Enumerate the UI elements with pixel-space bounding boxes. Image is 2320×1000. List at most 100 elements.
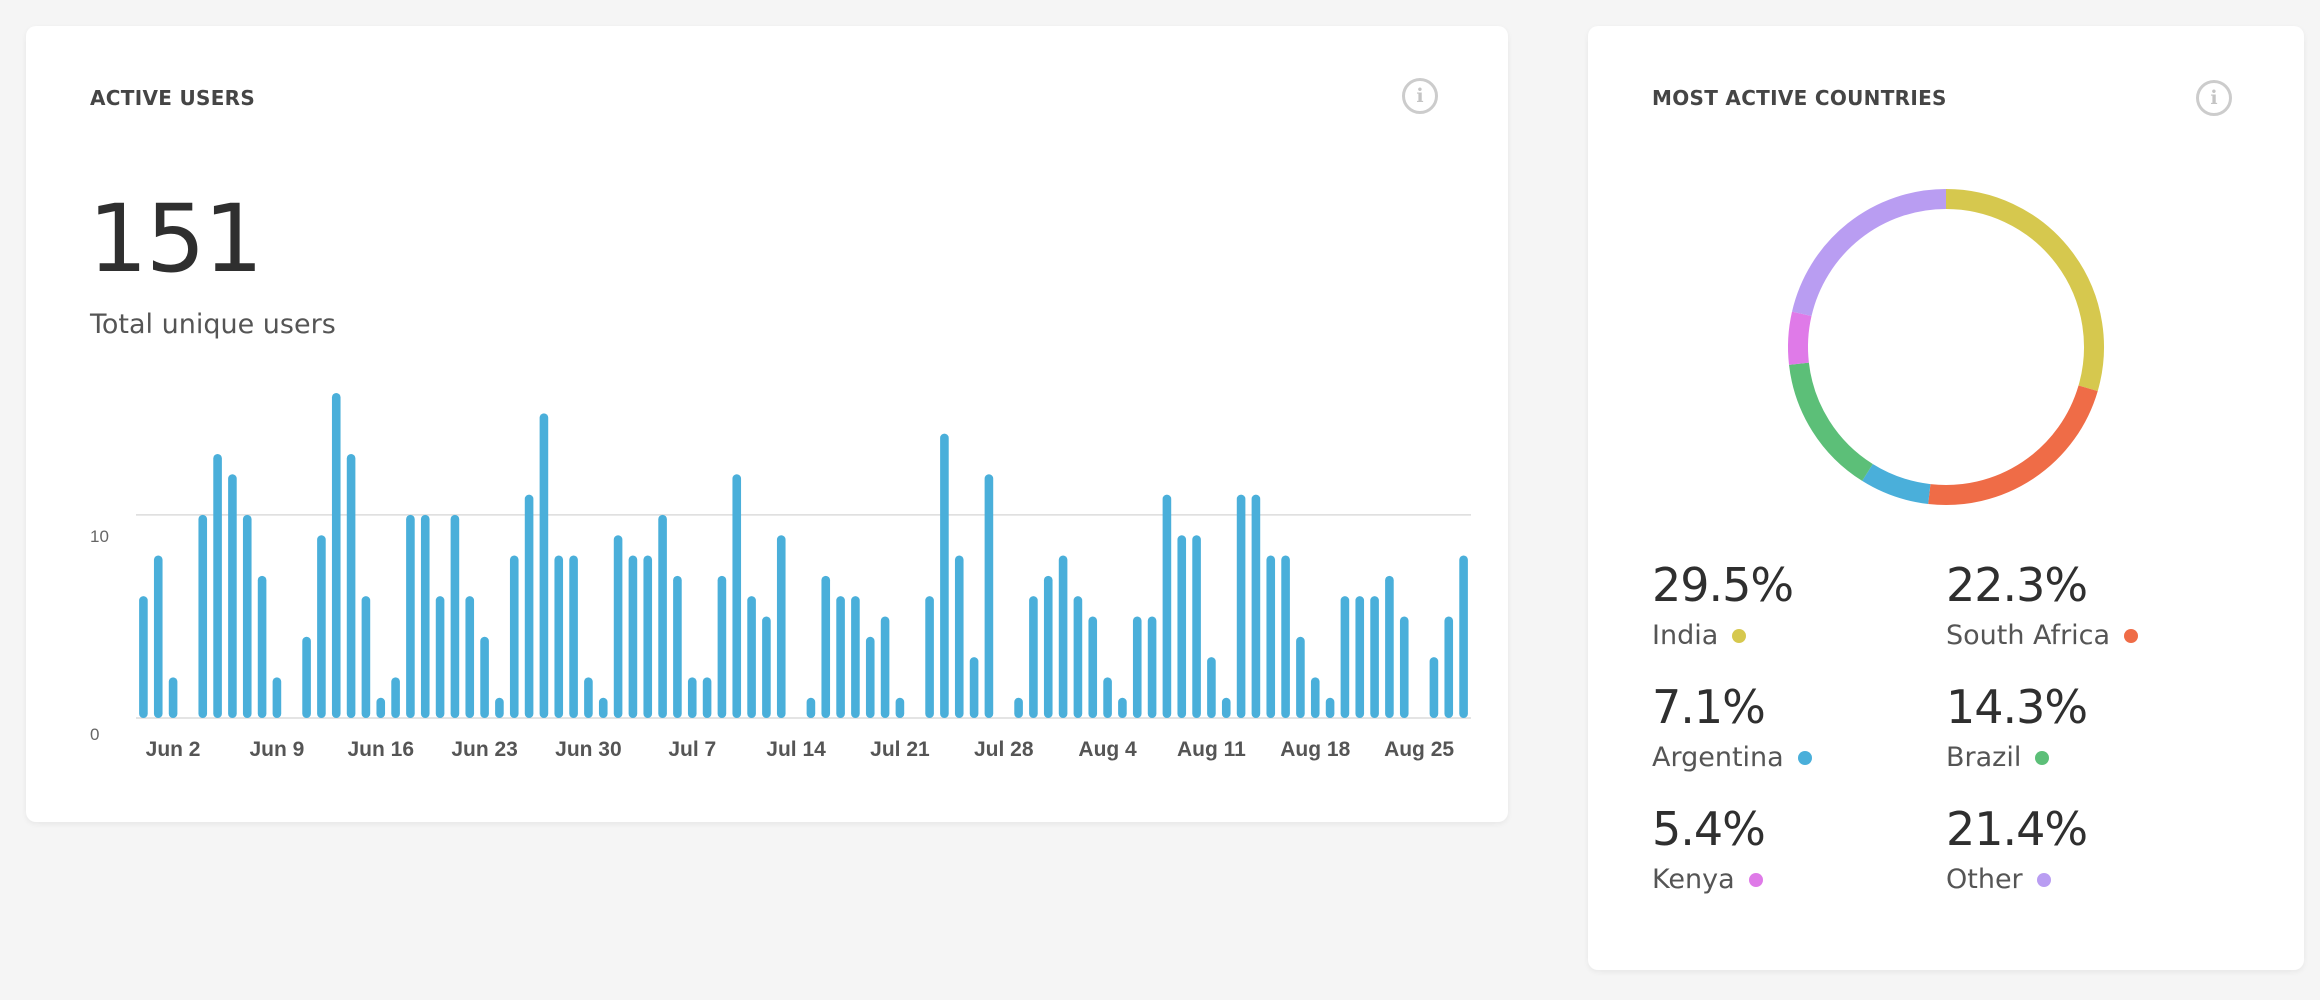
bar bbox=[1192, 535, 1201, 718]
bar bbox=[317, 535, 326, 718]
legend-item-argentina: 7.1% Argentina bbox=[1652, 684, 1812, 773]
bar bbox=[1325, 697, 1335, 718]
x-tick-label: Jul 14 bbox=[766, 738, 826, 761]
legend-dot bbox=[1732, 628, 1747, 643]
donut-slice-kenya bbox=[1788, 311, 1812, 365]
bar bbox=[895, 697, 905, 718]
legend-dot bbox=[2035, 750, 2050, 765]
x-tick-label: Aug 4 bbox=[1078, 738, 1137, 761]
bar bbox=[480, 636, 489, 718]
legend-dot bbox=[2036, 872, 2051, 887]
y-tick-label: 10 bbox=[90, 527, 109, 546]
bar bbox=[1221, 697, 1231, 718]
bar bbox=[984, 474, 994, 718]
bar bbox=[554, 555, 564, 718]
bar bbox=[361, 596, 371, 718]
bar bbox=[658, 514, 667, 718]
bar bbox=[1162, 494, 1172, 718]
bar bbox=[1014, 697, 1023, 718]
bar bbox=[272, 677, 282, 718]
bar bbox=[747, 596, 756, 718]
bar bbox=[420, 514, 430, 718]
bar bbox=[613, 535, 623, 718]
bar bbox=[1236, 494, 1246, 718]
bar bbox=[1251, 494, 1261, 718]
bar bbox=[806, 697, 816, 718]
bar bbox=[1058, 555, 1068, 718]
active-users-bar-chart: 0 10 Jun 2 Jun 9 Jun 16 Jun 23 Jun 30 Jul 7 Jul … bbox=[90, 393, 1471, 761]
x-tick-label: Jul 28 bbox=[974, 738, 1034, 761]
bar bbox=[1385, 575, 1394, 718]
countries-title: MOST ACTIVE COUNTRIES bbox=[1652, 86, 1947, 110]
bar bbox=[1043, 575, 1053, 718]
bar bbox=[702, 677, 712, 718]
bar bbox=[628, 555, 638, 718]
x-tick-label: Aug 25 bbox=[1384, 738, 1454, 761]
active-users-title: ACTIVE USERS bbox=[90, 86, 256, 110]
legend-item-india: 29.5% India bbox=[1652, 558, 1794, 651]
bar bbox=[1266, 555, 1276, 718]
legend-item-kenya: 5.4% Kenya bbox=[1652, 802, 1766, 895]
bar bbox=[1088, 616, 1098, 718]
legend-label: Brazil bbox=[1946, 742, 2022, 773]
legend-dot bbox=[2124, 628, 2139, 643]
bar bbox=[346, 453, 356, 718]
bar bbox=[1340, 596, 1350, 718]
legend-percentage: 29.5% bbox=[1652, 558, 1794, 612]
bar bbox=[954, 555, 964, 718]
info-icon[interactable]: i bbox=[2196, 80, 2232, 116]
legend-label: Kenya bbox=[1652, 864, 1735, 895]
total-users-label: Total unique users bbox=[90, 309, 336, 340]
info-icon[interactable]: i bbox=[1402, 78, 1438, 114]
bar bbox=[584, 677, 593, 718]
legend-percentage: 5.4% bbox=[1652, 802, 1766, 856]
legend-label: Argentina bbox=[1652, 742, 1784, 773]
bar bbox=[569, 555, 578, 718]
bar bbox=[1399, 616, 1409, 718]
countries-card: MOST ACTIVE COUNTRIES i 29.5% India 22.3… bbox=[1588, 26, 2304, 970]
x-tick-label: Jun 9 bbox=[249, 738, 304, 761]
legend-percentage: 21.4% bbox=[1946, 802, 2088, 856]
bar bbox=[1177, 535, 1187, 718]
bar bbox=[1310, 677, 1320, 718]
bar bbox=[851, 596, 860, 718]
legend-percentage: 14.3% bbox=[1946, 680, 2088, 734]
bar bbox=[495, 697, 504, 718]
bar bbox=[598, 697, 608, 718]
bar bbox=[1444, 616, 1454, 718]
bar bbox=[153, 555, 163, 718]
legend-item-south-africa: 22.3% South Africa bbox=[1946, 562, 2139, 651]
x-tick-label: Jul 7 bbox=[668, 738, 716, 761]
bar bbox=[717, 575, 727, 718]
bar bbox=[1281, 555, 1290, 718]
bar bbox=[1429, 657, 1439, 718]
bar bbox=[1459, 555, 1468, 718]
bar bbox=[1118, 697, 1127, 718]
bar bbox=[302, 636, 311, 718]
countries-donut-chart bbox=[1788, 189, 2104, 505]
bar bbox=[1029, 596, 1038, 718]
donut-slice-south-africa bbox=[1928, 385, 2098, 505]
x-tick-label: Aug 11 bbox=[1177, 738, 1246, 761]
bar bbox=[465, 596, 475, 718]
bar bbox=[450, 514, 460, 718]
bar bbox=[1132, 616, 1142, 718]
bar bbox=[168, 677, 178, 718]
bar bbox=[1103, 677, 1112, 718]
x-tick-label: Jun 30 bbox=[555, 738, 622, 761]
active-users-card: ACTIVE USERS i 151 Total unique users 0 1… bbox=[26, 26, 1508, 822]
y-tick-label: 0 bbox=[90, 725, 99, 744]
bar bbox=[836, 596, 845, 718]
bar bbox=[776, 535, 786, 718]
bar bbox=[969, 657, 979, 718]
bar bbox=[139, 596, 148, 718]
bar bbox=[257, 575, 267, 718]
bar bbox=[1355, 596, 1365, 718]
bar bbox=[762, 616, 771, 718]
bar bbox=[687, 677, 697, 718]
donut-slice-brazil bbox=[1789, 362, 1873, 481]
donut-slice-other bbox=[1792, 189, 1947, 317]
bar bbox=[376, 697, 386, 718]
bar bbox=[198, 514, 208, 718]
donut-slice-india bbox=[1945, 189, 2104, 392]
